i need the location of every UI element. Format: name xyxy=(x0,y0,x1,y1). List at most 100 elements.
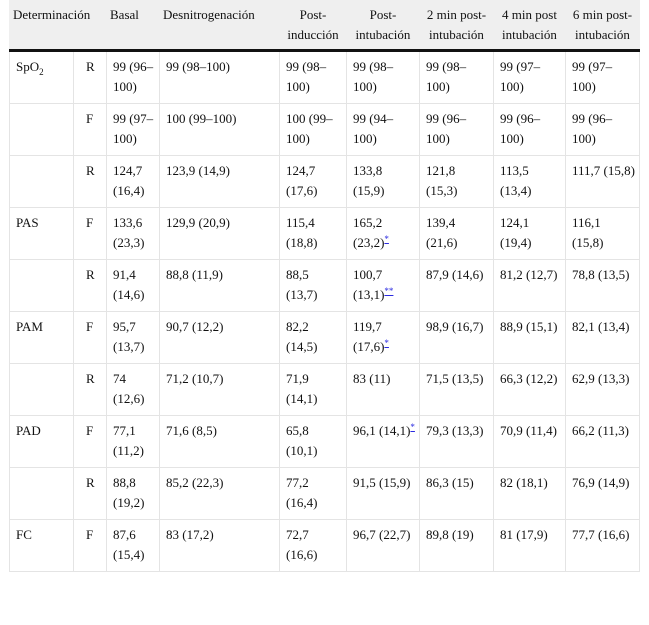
value-cell: 82,1 (13,4) xyxy=(565,311,640,364)
header-row: Determinación Basal Desnitrogenación Pos… xyxy=(9,0,640,52)
value-text: 71,9 (14,1) xyxy=(286,371,318,406)
value-cell: 89,8 (19) xyxy=(419,519,494,572)
group-label: PAD xyxy=(9,415,74,468)
value-cell: 99 (97–100) xyxy=(493,50,566,104)
value-text: 139,4 (21,6) xyxy=(426,215,458,250)
value-cell: 95,7 (13,7) xyxy=(106,311,160,364)
header-desnitrogenacion: Desnitrogenación xyxy=(159,0,280,52)
value-text: 76,9 (14,9) xyxy=(572,475,630,490)
value-cell: 124,1 (19,4) xyxy=(493,207,566,260)
value-text: 71,5 (13,5) xyxy=(426,371,484,386)
footnote-link[interactable]: * xyxy=(384,338,389,348)
value-text: 82,1 (13,4) xyxy=(572,319,630,334)
value-text: 99 (98–100) xyxy=(353,59,394,94)
value-text: 82 (18,1) xyxy=(500,475,548,490)
value-cell: 99 (96–100) xyxy=(419,103,494,156)
group-text: FC xyxy=(16,527,32,542)
value-text: 66,3 (12,2) xyxy=(500,371,558,386)
value-text: 77,1 (11,2) xyxy=(113,423,144,458)
group-label xyxy=(9,363,74,416)
value-cell: 100,7 (13,1)** xyxy=(346,259,420,312)
value-cell: 71,9 (14,1) xyxy=(279,363,347,416)
type-cell: R xyxy=(73,259,107,312)
value-text: 88,8 (11,9) xyxy=(166,267,223,282)
header-post-intubacion: Post-intubación xyxy=(346,0,420,52)
group-label: PAS xyxy=(9,207,74,260)
table-row: PAD F 77,1 (11,2) 71,6 (8,5) 65,8 (10,1) 96,1… xyxy=(9,415,640,468)
value-text: 66,2 (11,3) xyxy=(572,423,629,438)
value-cell: 139,4 (21,6) xyxy=(419,207,494,260)
value-text: 116,1 (15,8) xyxy=(572,215,604,250)
table-row: R 74 (12,6) 71,2 (10,7) 71,9 (14,1) 83 (11) 7… xyxy=(9,363,640,416)
type-cell: F xyxy=(73,103,107,156)
group-subscript: 2 xyxy=(39,67,44,77)
value-text: 89,8 (19) xyxy=(426,527,474,542)
table-row: R 91,4 (14,6) 88,8 (11,9) 88,5 (13,7) 100,7 … xyxy=(9,259,640,312)
value-cell: 100 (99–100) xyxy=(279,103,347,156)
footnote-link[interactable]: ** xyxy=(384,286,394,296)
value-text: 77,7 (16,6) xyxy=(572,527,630,542)
header-6min: 6 min post-intubación xyxy=(565,0,640,52)
value-cell: 99 (96–100) xyxy=(106,50,160,104)
value-cell: 99 (98–100) xyxy=(159,50,280,104)
value-text: 88,8 (19,2) xyxy=(113,475,145,510)
value-cell: 133,8 (15,9) xyxy=(346,155,420,208)
group-label: FC xyxy=(9,519,74,572)
value-text: 85,2 (22,3) xyxy=(166,475,224,490)
value-cell: 99 (94–100) xyxy=(346,103,420,156)
group-label xyxy=(9,155,74,208)
value-text: 99 (96–100) xyxy=(426,111,467,146)
value-cell: 99 (97–100) xyxy=(106,103,160,156)
value-cell: 96,1 (14,1)* xyxy=(346,415,420,468)
header-basal: Basal xyxy=(106,0,160,52)
value-cell: 88,9 (15,1) xyxy=(493,311,566,364)
value-text: 71,2 (10,7) xyxy=(166,371,224,386)
group-label xyxy=(9,259,74,312)
type-cell: R xyxy=(73,155,107,208)
value-cell: 99 (98–100) xyxy=(279,50,347,104)
value-cell: 121,8 (15,3) xyxy=(419,155,494,208)
value-cell: 87,9 (14,6) xyxy=(419,259,494,312)
value-cell: 66,2 (11,3) xyxy=(565,415,640,468)
value-text: 133,8 (15,9) xyxy=(353,163,385,198)
value-text: 111,7 (15,8) xyxy=(572,163,635,178)
value-text: 99 (97–100) xyxy=(500,59,541,94)
value-text: 133,6 (23,3) xyxy=(113,215,145,250)
value-text: 90,7 (12,2) xyxy=(166,319,224,334)
table-row: FC F 87,6 (15,4) 83 (17,2) 72,7 (16,6) 96,7 (… xyxy=(9,519,640,572)
value-cell: 96,7 (22,7) xyxy=(346,519,420,572)
header-2min: 2 min post-intubación xyxy=(419,0,494,52)
value-text: 124,7 (17,6) xyxy=(286,163,318,198)
value-text: 100,7 (13,1) xyxy=(353,267,385,302)
value-text: 119,7 (17,6) xyxy=(353,319,385,354)
value-cell: 124,7 (16,4) xyxy=(106,155,160,208)
value-cell: 91,4 (14,6) xyxy=(106,259,160,312)
value-text: 70,9 (11,4) xyxy=(500,423,557,438)
value-text: 91,5 (15,9) xyxy=(353,475,411,490)
value-text: 78,8 (13,5) xyxy=(572,267,630,282)
group-text: PAD xyxy=(16,423,41,438)
value-cell: 79,3 (13,3) xyxy=(419,415,494,468)
table-row: PAM F 95,7 (13,7) 90,7 (12,2) 82,2 (14,5) 119… xyxy=(9,311,640,364)
value-cell: 85,2 (22,3) xyxy=(159,467,280,520)
value-cell: 76,9 (14,9) xyxy=(565,467,640,520)
header-post-induccion: Post-inducción xyxy=(279,0,347,52)
value-text: 83 (17,2) xyxy=(166,527,214,542)
value-text: 88,5 (13,7) xyxy=(286,267,318,302)
footnote-link[interactable]: * xyxy=(410,422,415,432)
group-label: SpO2 xyxy=(9,50,74,104)
type-cell: F xyxy=(73,207,107,260)
value-cell: 99 (98–100) xyxy=(346,50,420,104)
value-cell: 82,2 (14,5) xyxy=(279,311,347,364)
group-text: SpO xyxy=(16,59,40,74)
value-text: 124,7 (16,4) xyxy=(113,163,145,198)
value-text: 99 (98–100) xyxy=(426,59,467,94)
group-label xyxy=(9,467,74,520)
value-text: 74 (12,6) xyxy=(113,371,145,406)
footnote-link[interactable]: * xyxy=(384,234,389,244)
value-cell: 113,5 (13,4) xyxy=(493,155,566,208)
value-cell: 88,8 (11,9) xyxy=(159,259,280,312)
value-cell: 115,4 (18,8) xyxy=(279,207,347,260)
value-text: 82,2 (14,5) xyxy=(286,319,318,354)
value-text: 129,9 (20,9) xyxy=(166,215,230,230)
